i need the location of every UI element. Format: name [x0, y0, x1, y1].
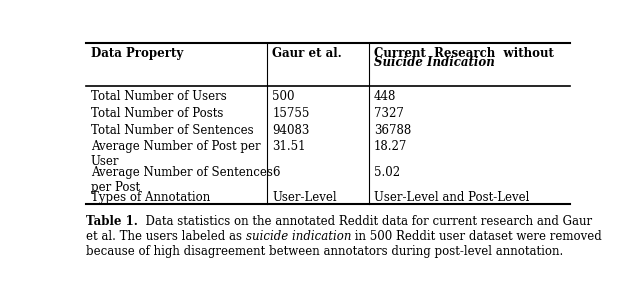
Text: suicide indication: suicide indication [246, 230, 351, 243]
Text: Total Number of Sentences: Total Number of Sentences [91, 123, 253, 137]
Text: 5.02: 5.02 [374, 166, 400, 179]
Text: Total Number of Posts: Total Number of Posts [91, 107, 223, 120]
Text: Gaur et al.: Gaur et al. [273, 47, 342, 60]
Text: Table 1.: Table 1. [86, 215, 138, 228]
Text: 31.51: 31.51 [273, 141, 306, 153]
Text: Data Property: Data Property [91, 47, 183, 60]
Text: Data statistics on the annotated Reddit data for current research and Gaur: Data statistics on the annotated Reddit … [138, 215, 592, 228]
Text: 500: 500 [273, 90, 295, 103]
Text: et al. The users labeled as: et al. The users labeled as [86, 230, 246, 243]
Text: 6: 6 [273, 166, 280, 179]
Text: User-Level and Post-Level: User-Level and Post-Level [374, 191, 529, 204]
Text: Suicide Indication: Suicide Indication [374, 56, 495, 69]
Text: Average Number of Sentences
per Post: Average Number of Sentences per Post [91, 166, 273, 194]
Text: Current  Research  without: Current Research without [374, 47, 554, 60]
Text: Average Number of Post per
User: Average Number of Post per User [91, 141, 260, 168]
Text: User-Level: User-Level [273, 191, 337, 204]
Text: Types of Annotation: Types of Annotation [91, 191, 210, 204]
Text: in 500 Reddit user dataset were removed: in 500 Reddit user dataset were removed [351, 230, 602, 243]
Text: 94083: 94083 [273, 123, 310, 137]
Text: 36788: 36788 [374, 123, 412, 137]
Text: 7327: 7327 [374, 107, 404, 120]
Text: Total Number of Users: Total Number of Users [91, 90, 227, 103]
Text: 448: 448 [374, 90, 397, 103]
Text: 18.27: 18.27 [374, 141, 408, 153]
Text: 15755: 15755 [273, 107, 310, 120]
Text: because of high disagreement between annotators during post-level annotation.: because of high disagreement between ann… [86, 245, 563, 258]
